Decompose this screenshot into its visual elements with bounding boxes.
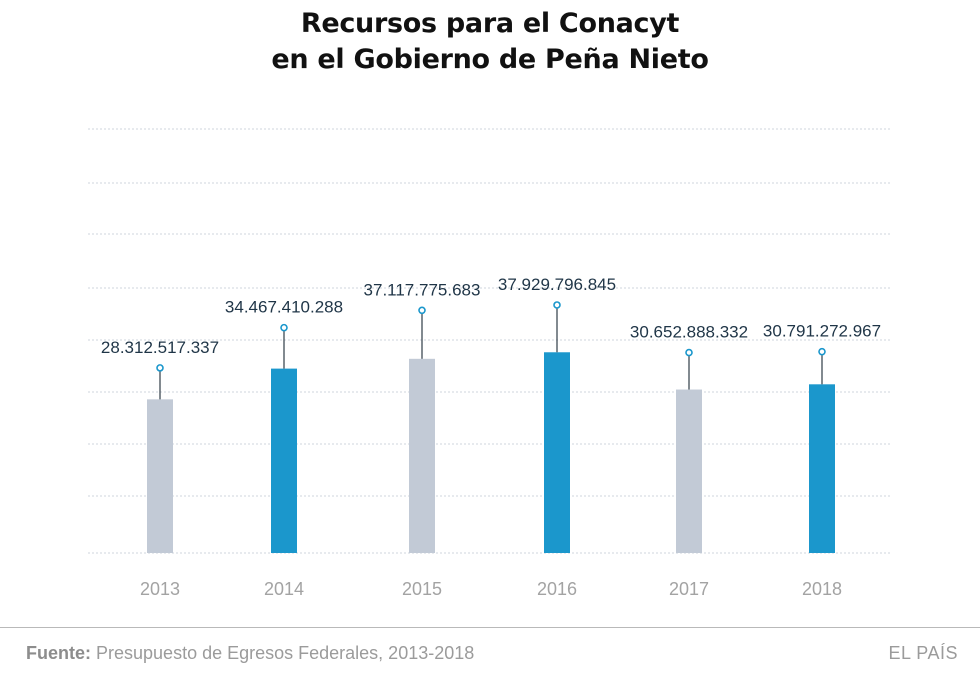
x-label-2017: 2017 bbox=[669, 579, 709, 599]
value-marker-2017 bbox=[685, 348, 693, 357]
source-label: Fuente: bbox=[26, 643, 91, 663]
bar-2018 bbox=[809, 384, 835, 553]
value-marker-2014 bbox=[280, 323, 288, 332]
x-label-2015: 2015 bbox=[402, 579, 442, 599]
value-label-2015: 37.117.775.683 bbox=[364, 280, 481, 299]
x-label-2018: 2018 bbox=[802, 579, 842, 599]
brand-logo: EL PAÍS bbox=[888, 643, 958, 663]
value-marker-2015 bbox=[418, 306, 426, 315]
source-text: Presupuesto de Egresos Federales, 2013-2… bbox=[96, 643, 475, 663]
bar-2016 bbox=[544, 352, 570, 553]
grid-lines bbox=[88, 128, 892, 554]
value-label-2013: 28.312.517.337 bbox=[101, 338, 219, 357]
value-markers bbox=[156, 301, 826, 400]
bar-2014 bbox=[271, 368, 297, 553]
x-label-2016: 2016 bbox=[537, 579, 577, 599]
chart-title-line2: en el Gobierno de Peña Nieto bbox=[271, 44, 709, 75]
bar-chart: 28.312.517.337 34.467.410.288 37.117.775.6… bbox=[88, 128, 892, 599]
bars bbox=[147, 352, 835, 553]
value-label-2014: 34.467.410.288 bbox=[225, 298, 343, 317]
footer-divider bbox=[0, 627, 980, 628]
value-marker-2018 bbox=[818, 347, 826, 356]
bar-2017 bbox=[676, 389, 702, 553]
value-marker-2013 bbox=[156, 364, 164, 372]
chart-title: Recursos para el Conacyt en el Gobierno … bbox=[0, 6, 980, 78]
value-marker-2016 bbox=[553, 301, 561, 309]
value-label-2017: 30.652.888.332 bbox=[630, 323, 748, 342]
x-label-2013: 2013 bbox=[140, 579, 180, 599]
value-label-2018: 30.791.272.967 bbox=[763, 322, 881, 341]
x-label-2014: 2014 bbox=[264, 579, 304, 599]
bar-2013 bbox=[147, 399, 173, 553]
value-label-2016: 37.929.796.845 bbox=[498, 275, 616, 294]
value-labels: 28.312.517.337 34.467.410.288 37.117.775.6… bbox=[101, 275, 881, 357]
chart-title-line1: Recursos para el Conacyt bbox=[300, 8, 680, 39]
bar-2015 bbox=[409, 358, 435, 553]
x-axis-labels: 2013 2014 2015 2016 2017 2018 bbox=[140, 579, 842, 599]
source-note: Fuente: Presupuesto de Egresos Federales… bbox=[26, 643, 474, 664]
